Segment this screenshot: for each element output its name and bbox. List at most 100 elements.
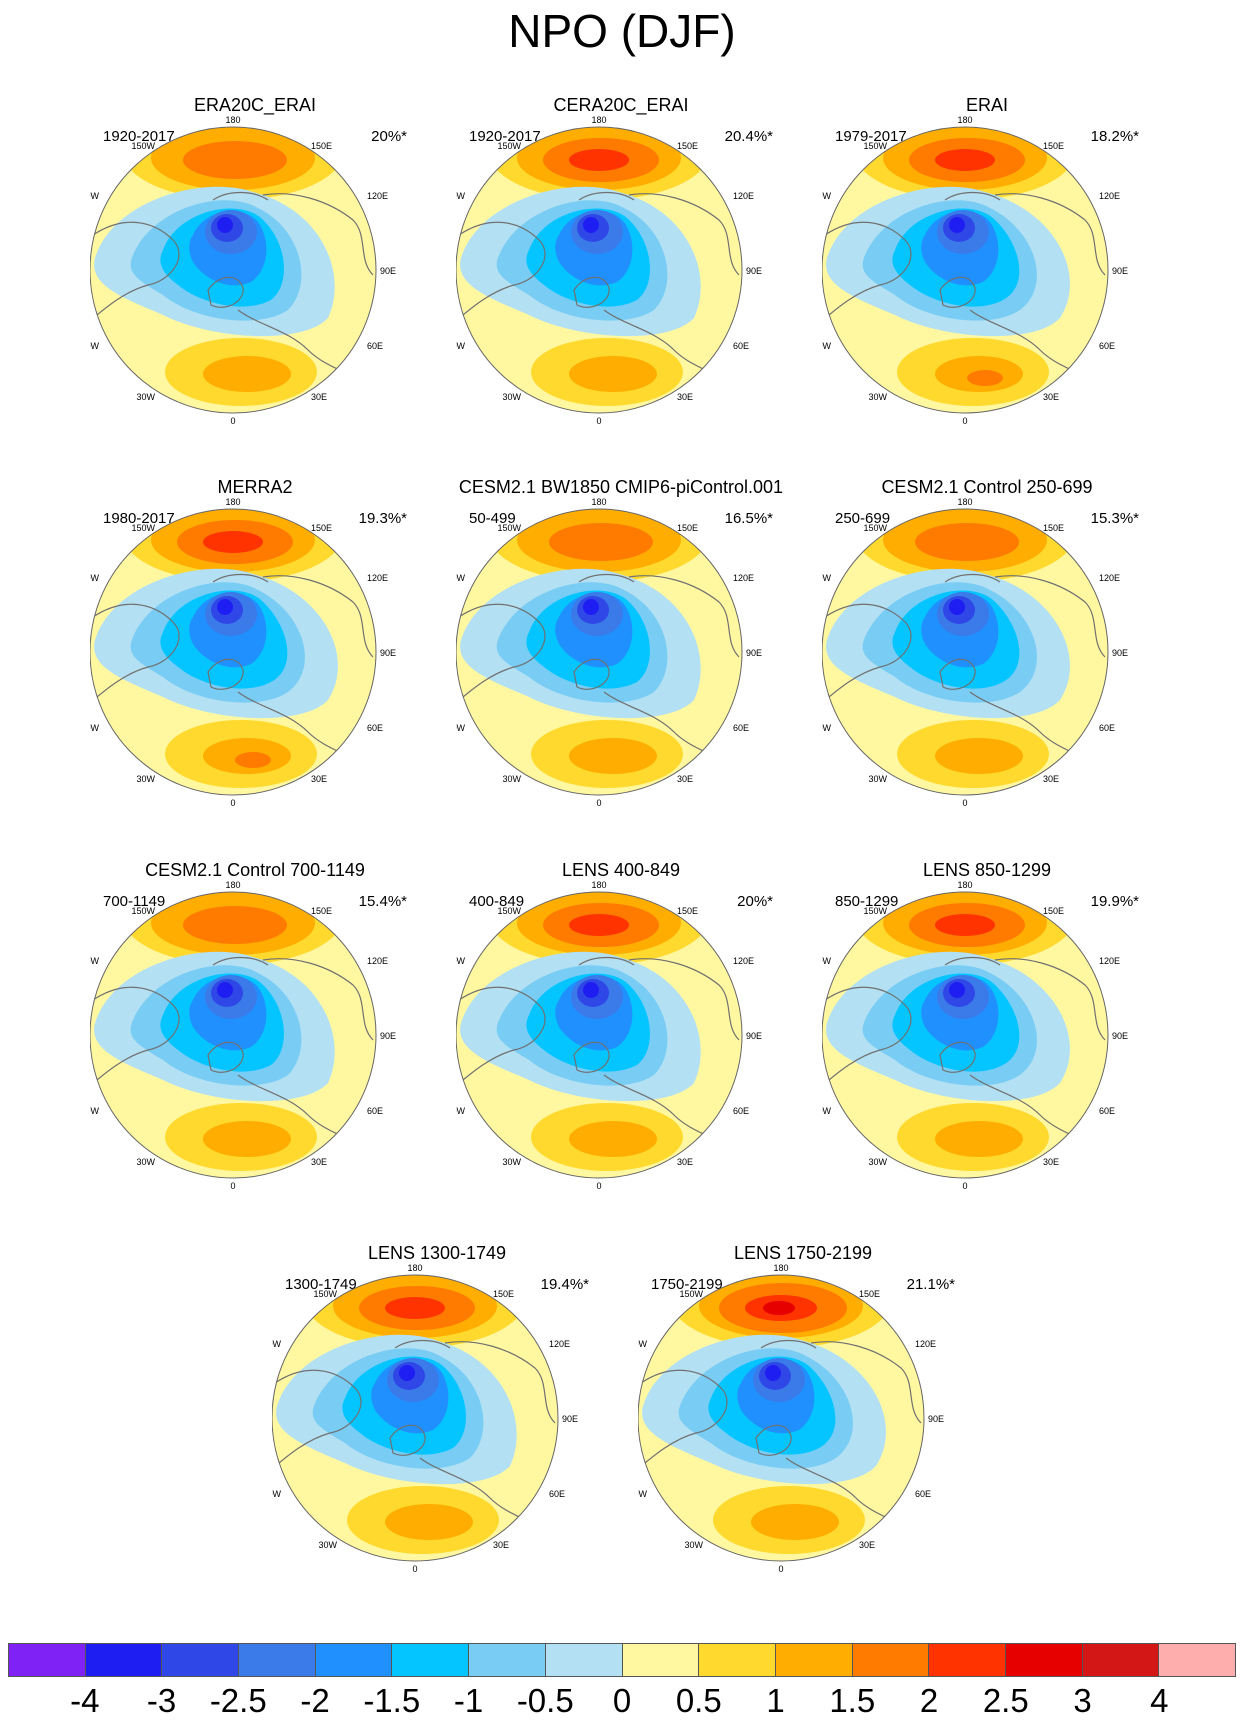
panel-title: LENS 1750-2199 — [733, 1243, 873, 1263]
coast-greenland — [207, 1041, 244, 1073]
panel-period: 1979-2017 — [835, 128, 907, 145]
colorbar-tick-label: -2 — [300, 1682, 330, 1719]
longitude-label-left-lower: 60W — [456, 723, 465, 733]
map-panel: LENS 1750-2199 1750-2199 21.1%* 180 0 150W… — [638, 1243, 968, 1613]
longitude-label-top: 180 — [225, 880, 240, 890]
longitude-label-upper-left: 150W — [497, 523, 521, 533]
coast-greenland — [939, 658, 976, 690]
longitude-label-upper-left: 150W — [497, 141, 521, 151]
longitude-label-left-lower: 60W — [456, 1106, 465, 1116]
longitude-label-right: 90E — [380, 648, 396, 658]
panel-variance-percent: 16.5%* — [724, 510, 773, 527]
longitude-label-bottom: 0 — [596, 1181, 601, 1191]
coastlines — [456, 573, 740, 763]
colorbar-swatch — [9, 1644, 85, 1676]
coast-bering — [760, 1339, 817, 1349]
coast-siberia — [994, 193, 1106, 276]
colorbar-swatch — [1004, 1644, 1082, 1676]
longitude-label-top: 180 — [591, 115, 606, 125]
longitude-label-right-lower: 60E — [733, 723, 749, 733]
panel-variance-percent: 21.1%* — [906, 1276, 955, 1293]
contour-fill-group — [90, 509, 376, 795]
longitude-label-left-upper: 120W — [638, 1339, 648, 1349]
coast-north-america — [456, 986, 546, 1086]
map-panel: LENS 400-849 400-849 20%* 180 0 150W 150E 12… — [456, 860, 786, 1230]
coast-siberia — [262, 958, 374, 1041]
longitude-label-lower-left: 30W — [136, 1157, 155, 1167]
longitude-label-lower-right: 30E — [677, 774, 693, 784]
polar-map: 1800150W150E120W120E90W90E60W60E30W30E — [90, 880, 396, 1191]
longitude-label-lower-left: 30W — [502, 1157, 521, 1167]
coast-greenland — [207, 658, 244, 690]
longitude-label-upper-right: 150E — [493, 1289, 514, 1299]
longitude-label-left-lower: 60W — [822, 1106, 831, 1116]
contour-fill-group — [822, 892, 1108, 1178]
longitude-label-bottom: 0 — [596, 416, 601, 426]
coast-greenland — [573, 276, 610, 308]
coast-bering — [578, 573, 635, 583]
map-outline — [822, 891, 1109, 1179]
longitude-label-lower-left: 30W — [318, 1540, 337, 1550]
coast-siberia — [262, 193, 374, 276]
colorbar-swatch — [774, 1644, 852, 1676]
colorbar-swatch — [544, 1644, 622, 1676]
coast-north-america — [638, 1369, 728, 1469]
longitude-label-left-upper: 120W — [90, 956, 100, 966]
colorbar-swatch — [161, 1644, 239, 1676]
longitude-label-right-upper: 120E — [367, 956, 388, 966]
longitude-label-left-lower: 60W — [638, 1489, 647, 1499]
longitude-label-left-lower: 60W — [90, 723, 99, 733]
arctic-low-core — [583, 217, 599, 233]
coast-north-america — [90, 986, 180, 1086]
longitude-label-right-upper: 120E — [1099, 956, 1120, 966]
arctic-low-core — [765, 1365, 781, 1381]
longitude-label-right-lower: 60E — [1099, 1106, 1115, 1116]
coast-bering — [394, 1339, 451, 1349]
panel-period: 1920-2017 — [103, 128, 175, 145]
longitude-label-upper-left: 150W — [863, 906, 887, 916]
coastlines — [822, 573, 1106, 763]
polar-map: 1800150W150E120W120E90W90E60W60E30W30E — [456, 497, 762, 808]
coast-bering — [944, 956, 1001, 966]
map-outline — [90, 891, 377, 1179]
coast-north-america — [272, 1369, 362, 1469]
colorbar-tick-label: 1 — [766, 1682, 785, 1719]
map-outline — [638, 1274, 925, 1562]
atlantic-high-level-2 — [203, 356, 291, 392]
longitude-label-bottom: 0 — [596, 798, 601, 808]
contour-fill-group — [272, 1275, 558, 1561]
atlantic-high-level-3 — [967, 370, 1003, 386]
coast-bering — [944, 573, 1001, 583]
longitude-label-right-upper: 120E — [1099, 191, 1120, 201]
longitude-label-lower-right: 30E — [677, 1157, 693, 1167]
longitude-label-left-upper: 120W — [822, 191, 832, 201]
longitude-label-right-lower: 60E — [1099, 341, 1115, 351]
atlantic-high-level-3 — [235, 752, 271, 768]
panel-period: 1980-2017 — [103, 510, 175, 527]
panel-period: 400-849 — [469, 893, 525, 910]
atlantic-high-level-2 — [935, 738, 1023, 774]
colorbar-tick-label: -4 — [70, 1682, 100, 1719]
colorbar-swatch — [468, 1644, 545, 1676]
colorbar-labels: -4 -3 -2.5 -2 -1.5 -1 -0.5 0 0.5 1 1.5 2 2.5 3 4 — [0, 1682, 1244, 1722]
longitude-label-bottom: 0 — [230, 798, 235, 808]
panel-variance-percent: 18.2%* — [1090, 128, 1139, 145]
longitude-label-right-lower: 60E — [367, 341, 383, 351]
longitude-label-upper-left: 150W — [131, 141, 155, 151]
polar-map: 1800150W150E120W120E90W90E60W60E30W30E — [456, 880, 762, 1191]
longitude-label-top: 180 — [957, 880, 972, 890]
panel-variance-percent: 19.3%* — [358, 510, 407, 527]
longitude-label-lower-left: 30W — [868, 1157, 887, 1167]
longitude-label-right: 90E — [746, 1031, 762, 1041]
coast-siberia — [810, 1341, 922, 1424]
panel-variance-percent: 20%* — [737, 893, 773, 910]
panel-period: 1920-2017 — [469, 128, 541, 145]
colorbar-tick-label: 0 — [612, 1682, 632, 1719]
longitude-label-lower-right: 30E — [1043, 1157, 1059, 1167]
panel-variance-percent: 20.4%* — [724, 128, 773, 145]
longitude-label-lower-right: 30E — [493, 1540, 509, 1550]
polar-map: 1800150W150E120W120E90W90E60W60E30W30E — [638, 1263, 944, 1574]
map-panel: LENS 850-1299 850-1299 19.9%* 180 0 150W 15… — [822, 860, 1152, 1230]
longitude-label-bottom: 0 — [962, 798, 967, 808]
panel-title: MERRA2 — [217, 477, 293, 497]
